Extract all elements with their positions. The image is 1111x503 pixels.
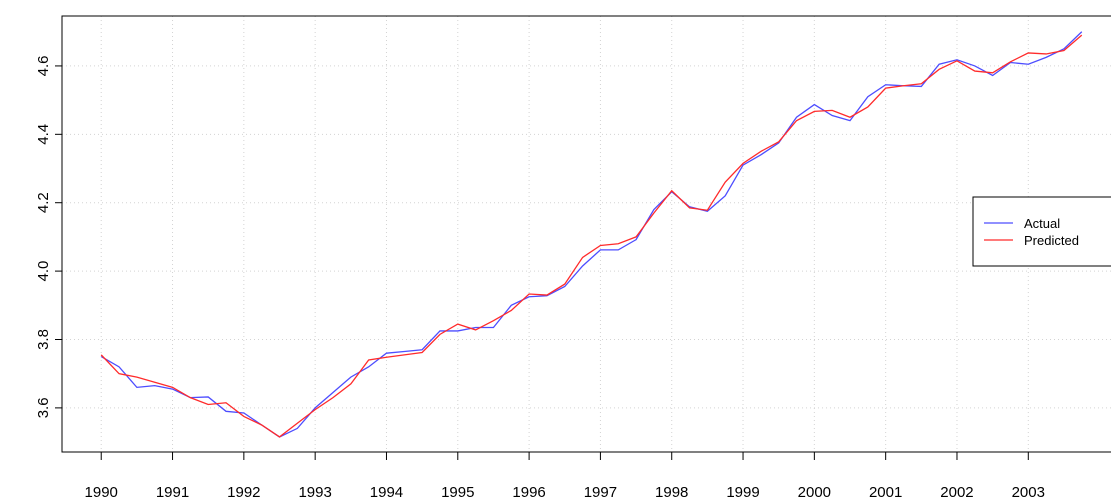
x-tick-label: 1990	[85, 484, 118, 501]
x-tick-label: 2001	[869, 484, 902, 501]
y-tick-label: 4.6	[35, 55, 52, 76]
series-line	[100, 34, 1083, 438]
x-tick-label: 1991	[156, 484, 189, 501]
x-tick-label: 1998	[655, 484, 688, 501]
legend-label: Predicted	[1024, 233, 1079, 248]
x-tick-label: 2000	[798, 484, 831, 501]
legend-label: Actual	[1024, 216, 1060, 231]
y-tick-label: 4.4	[35, 124, 52, 145]
x-tick-label: 1993	[298, 484, 331, 501]
x-tick-label: 1995	[441, 484, 474, 501]
x-tick-label: 1999	[726, 484, 759, 501]
x-tick-label: 1997	[584, 484, 617, 501]
x-tick-label: 1996	[512, 484, 545, 501]
y-tick-label: 3.8	[35, 329, 52, 350]
series-line	[100, 31, 1083, 438]
x-tick-label: 2003	[1012, 484, 1045, 501]
plot-box	[61, 15, 1111, 453]
x-tick-label: 1994	[370, 484, 403, 501]
y-tick-label: 4.2	[35, 192, 52, 213]
legend-box	[972, 196, 1111, 267]
y-tick-label: 3.6	[35, 397, 52, 418]
y-tick-label: 4.0	[35, 261, 52, 282]
x-tick-label: 2002	[940, 484, 973, 501]
x-tick-label: 1992	[227, 484, 260, 501]
